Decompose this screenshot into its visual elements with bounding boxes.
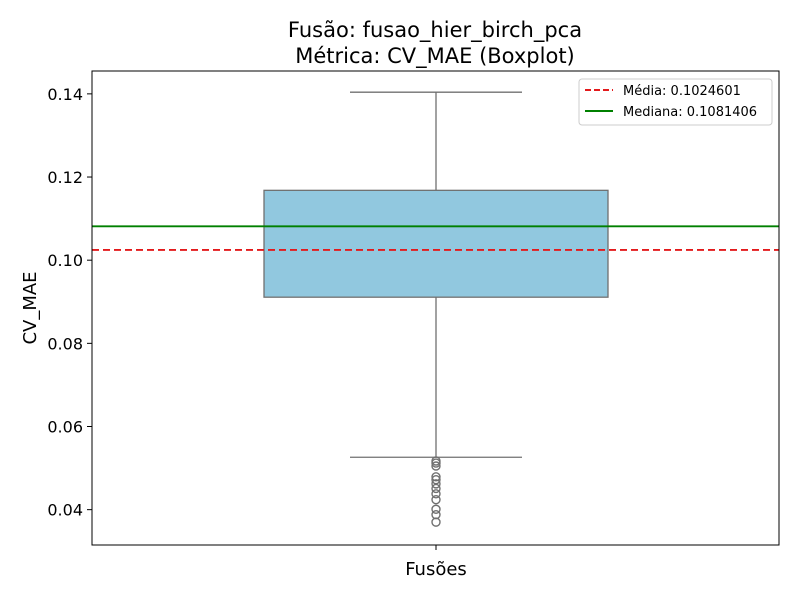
chart-title-line1: Fusão: fusao_hier_birch_pca — [288, 18, 582, 43]
y-tick-label: 0.04 — [47, 501, 83, 520]
outlier-point — [431, 461, 441, 471]
y-tick-label: 0.08 — [47, 334, 83, 353]
outlier-point — [431, 504, 441, 514]
y-tick-label: 0.10 — [47, 251, 83, 270]
y-tick-label: 0.12 — [47, 168, 83, 187]
y-tick-label: 0.14 — [47, 85, 83, 104]
outlier-point — [431, 517, 441, 527]
outlier-point — [431, 458, 441, 468]
legend-box — [578, 78, 773, 126]
outlier-point — [431, 489, 441, 499]
outlier-point — [431, 483, 441, 494]
x-axis-label: Fusões — [405, 559, 467, 580]
legend-mean-label: Média: 0.1024601 — [623, 84, 741, 99]
outlier-point — [431, 475, 441, 485]
outlier-point — [431, 494, 441, 505]
legend-median-label: Mediana: 0.1081406 — [623, 105, 757, 120]
outlier-point — [431, 479, 441, 489]
plot-area — [92, 91, 779, 527]
y-axis: 0.04 0.06 0.08 0.10 0.12 0.14 — [47, 85, 92, 520]
legend: Média: 0.1024601 Mediana: 0.1081406 — [578, 78, 773, 126]
outlier-point — [431, 472, 441, 482]
y-tick-label: 0.06 — [47, 418, 83, 437]
iqr-box — [263, 189, 609, 298]
chart-title-line2: Métrica: CV_MAE (Boxplot) — [295, 44, 575, 69]
y-axis-label: CV_MAE — [20, 271, 41, 344]
